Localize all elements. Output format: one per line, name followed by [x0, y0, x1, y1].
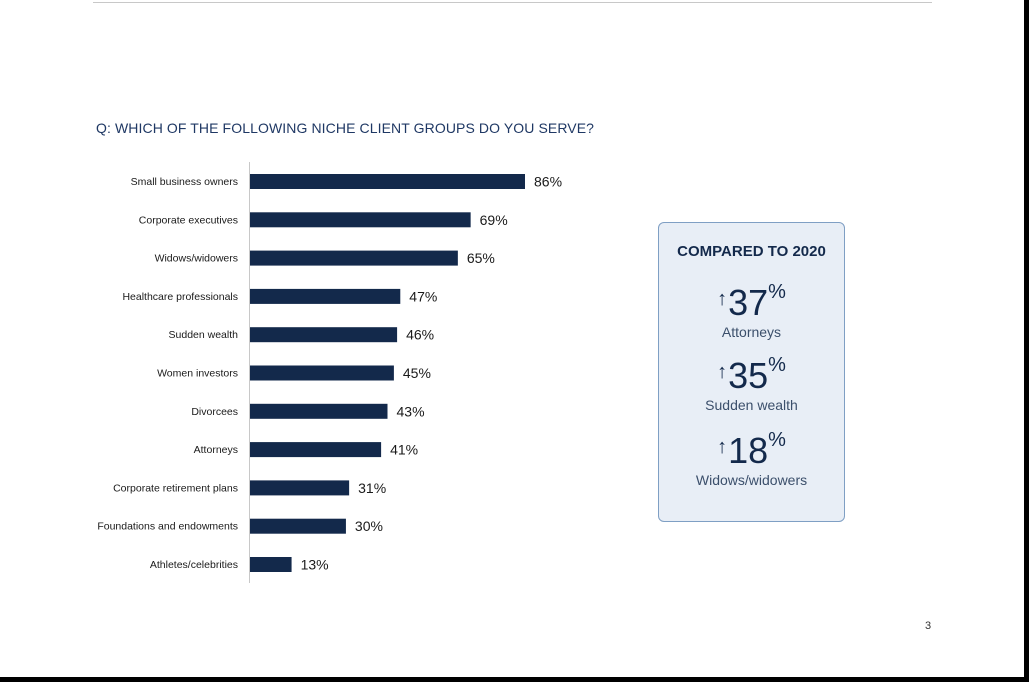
value-label: 65% — [467, 250, 495, 266]
bar — [250, 480, 350, 496]
category-label: Divorcees — [191, 406, 238, 418]
comparison-panel: COMPARED TO 2020 ↑ 37 % Attorneys ↑ 35 %… — [658, 222, 845, 522]
value-label: 47% — [409, 288, 437, 304]
stat-label: Sudden wealth — [705, 397, 798, 413]
category-label: Foundations and endowments — [97, 521, 238, 533]
up-arrow-icon: ↑ — [717, 288, 728, 310]
stat-value: 35 — [728, 355, 769, 396]
category-label: Attorneys — [194, 444, 238, 456]
stat-value-row: ↑ 35 % — [717, 354, 786, 396]
category-label: Sudden wealth — [169, 329, 239, 341]
value-label: 43% — [397, 403, 425, 419]
bar — [250, 518, 346, 534]
category-label: Healthcare professionals — [122, 291, 238, 303]
chart-title: Q: WHICH OF THE FOLLOWING NICHE CLIENT G… — [96, 120, 595, 136]
value-label: 69% — [480, 212, 508, 228]
stat-sudden-wealth: ↑ 35 % Sudden wealth — [659, 354, 844, 413]
category-label: Athletes/celebrities — [150, 559, 238, 571]
bar — [250, 327, 398, 343]
bar — [250, 403, 388, 419]
bar — [250, 174, 525, 189]
bar — [250, 288, 401, 304]
stat-value-row: ↑ 37 % — [717, 281, 786, 323]
value-label: 45% — [403, 365, 431, 381]
stat-value-row: ↑ 18 % — [717, 429, 786, 471]
category-label: Corporate executives — [139, 214, 238, 226]
top-divider — [93, 2, 932, 3]
stat-label: Widows/widowers — [695, 472, 808, 488]
category-label: Women investors — [157, 368, 238, 380]
value-label: 41% — [390, 442, 418, 458]
value-label: 13% — [301, 557, 329, 573]
value-label: 31% — [358, 480, 386, 496]
bar — [250, 557, 292, 572]
stat-attorneys: ↑ 37 % Attorneys — [659, 281, 844, 340]
up-arrow-icon: ↑ — [717, 436, 728, 458]
value-label: 30% — [355, 518, 383, 534]
page-number: 3 — [925, 620, 932, 632]
stat-label: Attorneys — [721, 324, 782, 340]
category-label: Widows/widowers — [155, 253, 238, 265]
category-label: Small business owners — [131, 176, 238, 188]
value-label: 46% — [406, 327, 434, 343]
bar — [250, 365, 394, 381]
category-label: Corporate retirement plans — [113, 482, 238, 494]
percent-sign: % — [768, 281, 786, 303]
percent-sign: % — [768, 429, 786, 451]
bar — [250, 250, 458, 266]
stat-widows-widowers: ↑ 18 % Widows/widowers — [659, 429, 844, 488]
bars-layer: Small business owners 86% Corporate execut… — [97, 174, 562, 573]
stat-value: 37 — [728, 282, 769, 323]
stat-value: 18 — [728, 430, 769, 471]
panel-title: COMPARED TO 2020 — [677, 243, 826, 260]
bar — [250, 442, 382, 458]
bar — [250, 212, 471, 228]
value-label: 86% — [534, 174, 562, 190]
percent-sign: % — [768, 354, 786, 376]
up-arrow-icon: ↑ — [717, 361, 728, 383]
